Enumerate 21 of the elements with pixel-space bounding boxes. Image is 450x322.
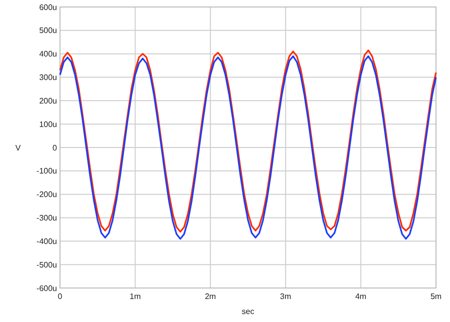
x-tick-label: 3m (280, 292, 292, 301)
y-tick-label: -200u (36, 190, 57, 200)
y-tick-label: 500u (39, 26, 57, 36)
y-tick-label: -500u (36, 260, 57, 270)
x-axis-title: sec (242, 307, 254, 316)
x-tick-label: 5m (430, 292, 442, 301)
y-tick-label: -400u (36, 236, 57, 246)
x-tick-label: 1m (130, 292, 142, 301)
x-tick-label: 0 (58, 292, 63, 301)
y-tick-label: 100u (39, 120, 57, 129)
y-tick-label: 0 (52, 143, 58, 152)
y-axis-title: V (15, 143, 22, 152)
y-tick-label: -300u (36, 214, 57, 223)
y-tick-label: 600u (39, 2, 57, 12)
x-tick-label: 4m (355, 292, 367, 301)
y-tick-label: 400u (39, 50, 57, 59)
y-tick-label: 200u (39, 96, 57, 106)
x-tick-label: 2m (204, 292, 216, 301)
y-tick-label: -100u (36, 166, 57, 176)
y-tick-label: -600u (36, 284, 57, 293)
y-tick-label: 300u (39, 73, 57, 82)
